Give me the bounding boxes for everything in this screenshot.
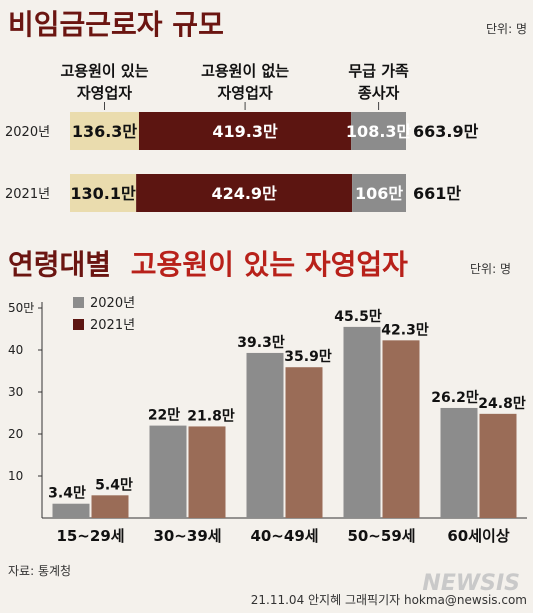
- y-tick-label: 40: [8, 343, 23, 357]
- column-bar: [382, 340, 420, 518]
- segment-value-label: 136.3만: [72, 122, 138, 141]
- column-bar: [149, 425, 187, 518]
- x-category-label: 40~49세: [250, 527, 318, 545]
- column-value-label: 3.4만: [48, 486, 86, 502]
- title-1-unit: 단위: 명: [486, 22, 527, 36]
- stacked-segment: [352, 174, 406, 212]
- x-category-label: 15~29세: [56, 527, 124, 545]
- column-bar: [285, 367, 323, 518]
- stacked-segment: [136, 174, 353, 212]
- y-tick-label: 10: [8, 469, 23, 483]
- column-value-label: 39.3만: [237, 335, 285, 351]
- segment-value-label: 106만: [355, 184, 403, 203]
- stack-category-label: 종사자: [358, 84, 400, 102]
- column-value-label: 5.4만: [95, 477, 133, 493]
- segment-value-label: 419.3만: [212, 122, 278, 141]
- stack-category-label: 고용원이 있는: [60, 62, 148, 80]
- row-year-label: 2020년: [5, 125, 50, 140]
- column-bar: [188, 426, 226, 518]
- legend-swatch: [73, 319, 84, 330]
- title-2-unit: 단위: 명: [470, 262, 511, 276]
- column-bar: [343, 326, 381, 518]
- y-tick-label: 50만: [8, 301, 34, 315]
- column-value-label: 35.9만: [284, 349, 332, 365]
- stack-category-label: 자영업자: [77, 84, 132, 102]
- stacked-segment: [70, 174, 137, 212]
- stack-category-label: 고용원이 없는: [201, 62, 289, 80]
- y-tick-label: 30: [8, 385, 23, 399]
- row-total-label: 661만: [413, 184, 461, 203]
- column-value-label: 22만: [148, 408, 180, 424]
- legend-swatch: [73, 297, 84, 308]
- segment-value-label: 424.9만: [211, 184, 277, 203]
- column-value-label: 26.2만: [431, 390, 479, 406]
- segment-value-label: 108.3만: [346, 122, 412, 141]
- title-2: 연령대별 고용원이 있는 자영업자: [8, 248, 408, 281]
- column-bar: [52, 503, 90, 518]
- x-category-label: 50~59세: [347, 527, 415, 545]
- x-category-label: 30~39세: [153, 527, 221, 545]
- stacked-bar-rows: 2020년 136.3만 419.3만 108.3만 663.9만 2021년 130.1만…: [5, 112, 479, 212]
- column-bar: [91, 495, 129, 518]
- column-bar: [479, 413, 517, 518]
- newsis-watermark: NEWSIS: [422, 571, 520, 596]
- stack-category-label: 무급 가족: [348, 62, 409, 80]
- title-1: 비임금근로자 규모: [8, 8, 224, 41]
- stacked-segment: [351, 112, 406, 150]
- column-value-label: 21.8만: [187, 408, 235, 424]
- stacked-segment: [138, 112, 352, 150]
- column-bar: [440, 407, 478, 518]
- column-chart-legend: 2020년 2021년: [73, 296, 135, 333]
- legend-label: 2020년: [90, 296, 135, 311]
- segment-value-label: 130.1만: [70, 184, 136, 203]
- column-value-label: 42.3만: [381, 322, 429, 338]
- credit-text: 21.11.04 안지혜 그래픽기자 hokma@newsis.com: [251, 593, 527, 607]
- y-tick-label: 20: [8, 427, 23, 441]
- x-category-label: 60세이상: [447, 527, 509, 545]
- column-bar: [246, 352, 284, 518]
- row-total-label: 663.9만: [413, 122, 479, 141]
- row-year-label: 2021년: [5, 187, 50, 202]
- title-2-part2: 고용원이 있는 자영업자: [131, 248, 408, 281]
- source-text: 자료: 통계청: [8, 564, 71, 578]
- stacked-segment: [70, 112, 139, 150]
- column-value-label: 45.5만: [334, 309, 382, 325]
- stack-category-label: 자영업자: [217, 84, 272, 102]
- column-value-label: 24.8만: [478, 396, 526, 412]
- title-2-part1: 연령대별: [8, 248, 111, 281]
- legend-label: 2021년: [90, 318, 135, 333]
